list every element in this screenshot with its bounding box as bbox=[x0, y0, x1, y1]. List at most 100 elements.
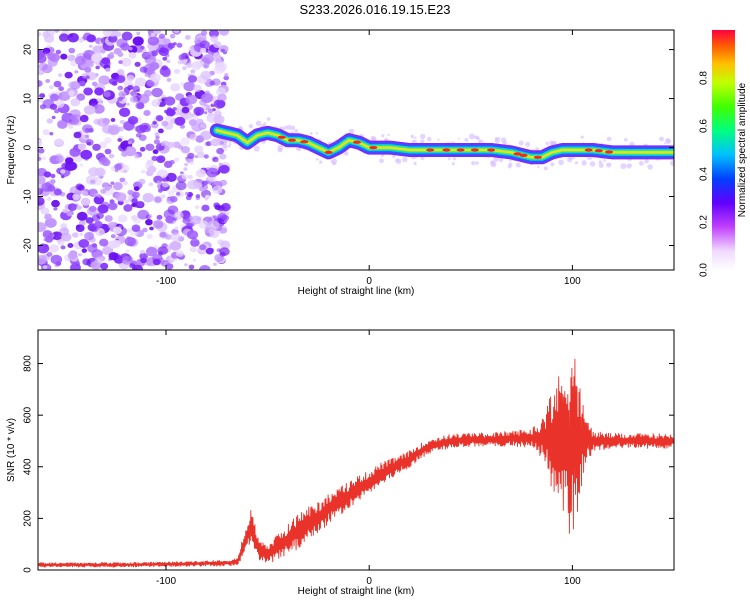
noise-blob bbox=[73, 131, 82, 139]
noise-blob bbox=[76, 93, 86, 101]
noise-blob bbox=[166, 77, 172, 82]
noise-blob bbox=[80, 149, 93, 160]
noise-blob bbox=[92, 143, 101, 151]
halo-dot bbox=[452, 157, 456, 161]
halo-dot bbox=[498, 158, 504, 163]
noise-blob bbox=[137, 202, 143, 207]
noise-blob bbox=[200, 130, 212, 141]
noise-blob bbox=[55, 49, 62, 55]
noise-blob bbox=[68, 81, 77, 89]
noise-blob bbox=[188, 119, 198, 126]
halo-dot bbox=[515, 162, 521, 168]
noise-blob bbox=[144, 73, 149, 77]
noise-blob bbox=[103, 91, 111, 98]
noise-blob bbox=[132, 85, 140, 92]
noise-blob bbox=[167, 190, 175, 196]
noise-blob bbox=[200, 70, 212, 80]
noise-blob bbox=[185, 195, 192, 201]
halo-dot bbox=[663, 142, 667, 145]
noise-blob bbox=[203, 154, 209, 159]
noise-blob bbox=[146, 159, 154, 167]
noise-blob bbox=[45, 79, 51, 83]
halo-dot bbox=[370, 135, 376, 141]
colorbar-tick-label: 0.4 bbox=[699, 167, 710, 181]
bot-y-tick-label: 0 bbox=[23, 567, 34, 573]
noise-blob bbox=[92, 81, 98, 87]
noise-blob bbox=[152, 120, 157, 125]
halo-dot bbox=[348, 128, 355, 135]
noise-blob bbox=[120, 42, 130, 51]
noise-blob bbox=[121, 31, 133, 41]
noise-blob bbox=[201, 180, 208, 186]
noise-blob bbox=[158, 128, 164, 134]
noise-blob bbox=[124, 236, 136, 247]
noise-blob bbox=[72, 193, 81, 201]
halo-dot bbox=[508, 162, 513, 167]
noise-blob bbox=[219, 247, 230, 256]
noise-blob bbox=[199, 244, 207, 251]
noise-blob bbox=[50, 179, 56, 184]
noise-blob bbox=[137, 153, 142, 157]
noise-blob bbox=[190, 215, 202, 225]
noise-blob bbox=[173, 30, 180, 33]
noise-blob bbox=[209, 80, 216, 86]
noise-blob bbox=[184, 191, 189, 196]
noise-blob bbox=[38, 196, 45, 206]
halo-dot bbox=[277, 144, 284, 151]
noise-blob bbox=[94, 220, 103, 229]
noise-blob bbox=[145, 143, 155, 151]
noise-blob bbox=[161, 120, 169, 127]
noise-blob bbox=[38, 139, 43, 146]
noise-blob bbox=[176, 42, 183, 48]
noise-blob bbox=[135, 101, 145, 110]
noise-blob bbox=[131, 191, 140, 199]
noise-blob bbox=[49, 53, 60, 62]
noise-blob bbox=[188, 264, 195, 270]
noise-blob bbox=[216, 147, 225, 155]
noise-blob bbox=[108, 153, 115, 159]
noise-blob bbox=[97, 118, 108, 127]
halo-dot bbox=[228, 144, 231, 148]
noise-blob bbox=[213, 41, 222, 48]
noise-blob bbox=[84, 232, 94, 241]
noise-blob bbox=[117, 86, 122, 91]
noise-blob bbox=[174, 157, 180, 162]
noise-blob bbox=[142, 227, 148, 233]
noise-blob bbox=[68, 90, 75, 97]
halo-dot bbox=[420, 139, 425, 144]
halo-dot bbox=[509, 158, 512, 162]
halo-dot bbox=[476, 136, 480, 140]
top-x-tick-label: 100 bbox=[564, 276, 581, 287]
noise-blob bbox=[137, 94, 150, 104]
noise-blob bbox=[95, 65, 100, 70]
noise-blob bbox=[183, 167, 188, 171]
trace-hotspot bbox=[584, 148, 593, 152]
halo-dot bbox=[574, 161, 579, 165]
noise-blob bbox=[100, 188, 107, 194]
trace-hotspot bbox=[277, 135, 286, 139]
noise-blob bbox=[145, 246, 158, 257]
noise-blob bbox=[204, 229, 215, 237]
noise-blob bbox=[184, 163, 189, 167]
trace-hotspot bbox=[288, 138, 296, 142]
halo-dot bbox=[295, 146, 301, 151]
noise-blob bbox=[190, 238, 200, 247]
noise-blob bbox=[51, 199, 60, 208]
noise-blob bbox=[118, 214, 128, 223]
noise-blob bbox=[114, 163, 123, 171]
noise-blob bbox=[72, 232, 79, 238]
noise-blob bbox=[54, 99, 65, 108]
noise-blob bbox=[61, 175, 65, 179]
noise-blob bbox=[189, 246, 197, 253]
noise-blob bbox=[78, 37, 84, 43]
noise-blob bbox=[100, 262, 109, 270]
noise-blob bbox=[155, 115, 164, 122]
noise-blob bbox=[151, 155, 158, 162]
halo-dot bbox=[402, 156, 408, 163]
noise-blob bbox=[75, 183, 84, 191]
halo-dot bbox=[387, 133, 390, 137]
noise-blob bbox=[223, 75, 229, 81]
noise-blob bbox=[184, 263, 188, 267]
noise-blob bbox=[206, 141, 212, 147]
noise-blob bbox=[219, 153, 227, 160]
